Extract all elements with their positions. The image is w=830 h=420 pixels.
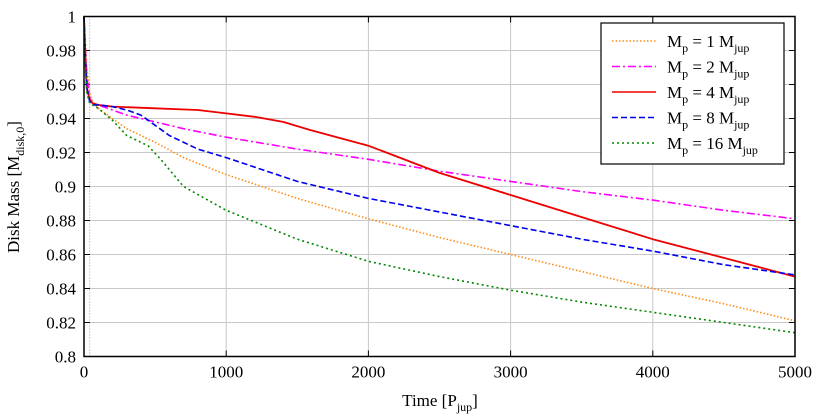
ticks: 0 1000 2000 3000 4000 5000 0.8 0.82 0.84 0.86 0.88… (46, 8, 812, 382)
y-tick-label: 0.88 (46, 212, 76, 231)
x-tick-label: 0 (80, 363, 89, 382)
x-tick-label: 3000 (494, 363, 528, 382)
y-tick-label: 0.8 (55, 348, 76, 367)
legend-label-3: Mp = 4 Mjup (667, 83, 749, 106)
legend-label-1: Mp = 1 Mjup (667, 32, 749, 55)
series-lines (83, 16, 796, 334)
y-tick-label: 0.92 (46, 144, 76, 163)
x-axis-label: Time [Pjup] (402, 391, 478, 414)
x-tick-label: 4000 (636, 363, 670, 382)
series-line-1 (83, 16, 796, 322)
x-tick-label: 5000 (778, 363, 812, 382)
plot-frame (83, 15, 796, 358)
y-axis-label: Disk Mass [Mdisk,0] (4, 121, 27, 253)
y-tick-label: 1 (68, 8, 77, 27)
x-tick-label: 2000 (351, 363, 385, 382)
legend-label-4: Mp = 8 Mjup (667, 109, 749, 132)
series-line-4 (83, 16, 796, 276)
legend-box (600, 22, 785, 165)
y-tick-label: 0.98 (46, 42, 76, 61)
x-tick-label: 1000 (209, 363, 243, 382)
y-tick-label: 0.86 (46, 246, 76, 265)
y-tick-label: 0.82 (46, 314, 76, 333)
y-tick-label: 0.96 (46, 76, 76, 95)
legend-label-2: Mp = 2 Mjup (667, 58, 749, 81)
y-tick-label: 0.84 (46, 280, 76, 299)
y-tick-label: 0.9 (55, 178, 76, 197)
y-tick-label: 0.94 (46, 110, 76, 129)
legend-label-5: Mp = 16 Mjup (667, 134, 758, 157)
